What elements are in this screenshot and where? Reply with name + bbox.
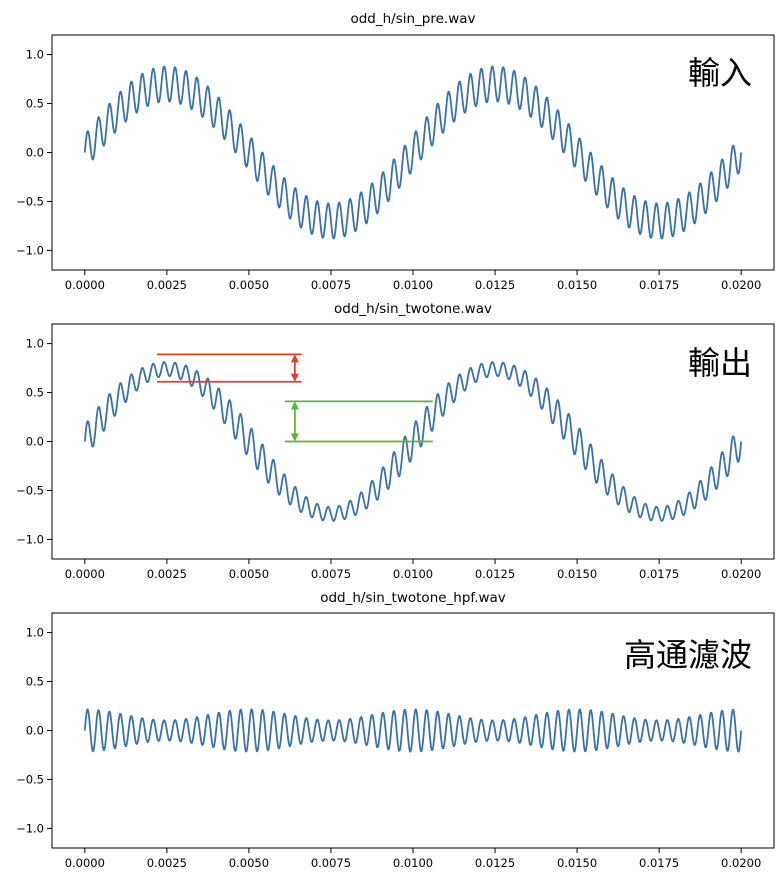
y-tick-label: −0.5 xyxy=(16,483,44,497)
y-tick-label: 0.5 xyxy=(26,97,44,111)
x-tick-label: 0.0050 xyxy=(229,856,269,870)
marker-arrow-head xyxy=(290,433,299,442)
y-tick-label: −1.0 xyxy=(16,532,44,546)
subplot-title: odd_h/sin_twotone_hpf.wav xyxy=(320,590,506,606)
x-tick-label: 0.0000 xyxy=(65,856,105,870)
axes-frame xyxy=(51,612,775,849)
x-tick-label: 0.0075 xyxy=(311,278,351,292)
x-axis: 0.0000 0.0025 0.0050 0.0075 0.0100 0.0125 0.01… xyxy=(65,848,761,870)
subplot-output: odd_h/sin_twotone.wav −1.0−0.50.00.51.0 … xyxy=(16,301,775,581)
x-axis: 0.0000 0.0025 0.0050 0.0075 0.0100 0.0125 0.01… xyxy=(65,559,761,581)
x-tick-label: 0.0150 xyxy=(557,278,597,292)
axes-frame xyxy=(51,323,775,560)
x-tick-label: 0.0075 xyxy=(311,856,351,870)
subplot-hpf: odd_h/sin_twotone_hpf.wav −1.0 −0.5 0.0 0.5… xyxy=(16,590,775,870)
subplot-input: odd_h/sin_pre.wav −1.0 −0.5 0.0 0.5 1.0 0.00… xyxy=(16,11,775,292)
x-tick-label: 0.0200 xyxy=(721,856,761,870)
x-tick-label: 0.0100 xyxy=(393,856,433,870)
y-axis: −1.0 −0.5 0.0 0.5 1.0 xyxy=(16,48,52,257)
x-tick-label: 0.0000 xyxy=(65,567,105,581)
marker-arrow-head xyxy=(290,354,299,363)
y-tick-label: 1.0 xyxy=(26,337,44,351)
x-tick-label: 0.0000 xyxy=(65,278,105,292)
x-tick-label: 0.0100 xyxy=(393,278,433,292)
annotation-label: 輸出 xyxy=(688,344,752,382)
y-axis: −1.0 −0.5 0.0 0.5 1.0 xyxy=(16,337,52,546)
y-axis: −1.0 −0.5 0.0 0.5 1.0 xyxy=(16,626,52,835)
signal-line xyxy=(83,708,743,753)
y-tick-label: −0.5 xyxy=(16,772,44,786)
x-tick-label: 0.0025 xyxy=(147,278,187,292)
annotation-label: 高通濾波 xyxy=(624,636,752,674)
subplot-title: odd_h/sin_pre.wav xyxy=(350,11,475,27)
x-tick-label: 0.0150 xyxy=(557,567,597,581)
annotation-label: 輸入 xyxy=(688,54,752,92)
x-tick-label: 0.0075 xyxy=(311,567,351,581)
x-tick-label: 0.0175 xyxy=(639,278,679,292)
subplot-title: odd_h/sin_twotone.wav xyxy=(334,301,492,317)
x-tick-label: 0.0175 xyxy=(639,567,679,581)
marker-arrow-head xyxy=(290,373,299,382)
y-tick-label: 0.0 xyxy=(26,146,44,160)
x-tick-label: 0.0050 xyxy=(229,567,269,581)
y-tick-label: 0.0 xyxy=(26,435,44,449)
x-tick-label: 0.0200 xyxy=(721,278,761,292)
marker-group xyxy=(157,353,433,443)
marker-arrow-head xyxy=(290,401,299,410)
y-tick-label: −1.0 xyxy=(16,243,44,257)
x-tick-label: 0.0125 xyxy=(475,567,515,581)
x-axis: 0.0000 0.0025 0.0050 0.0075 0.0100 0.0125 0.01… xyxy=(65,270,761,292)
y-tick-label: −1.0 xyxy=(16,821,44,835)
x-tick-label: 0.0025 xyxy=(147,567,187,581)
y-tick-label: 0.0 xyxy=(26,724,44,738)
x-tick-label: 0.0175 xyxy=(639,856,679,870)
signal-line xyxy=(83,65,743,240)
y-tick-label: 1.0 xyxy=(26,48,44,62)
x-tick-label: 0.0025 xyxy=(147,856,187,870)
x-tick-label: 0.0200 xyxy=(721,567,761,581)
x-tick-label: 0.0125 xyxy=(475,856,515,870)
x-tick-label: 0.0050 xyxy=(229,278,269,292)
x-tick-label: 0.0125 xyxy=(475,278,515,292)
x-tick-label: 0.0150 xyxy=(557,856,597,870)
y-tick-label: 0.5 xyxy=(26,675,44,689)
x-tick-label: 0.0100 xyxy=(393,567,433,581)
axes-frame xyxy=(51,34,775,271)
y-tick-label: −0.5 xyxy=(16,194,44,208)
y-tick-label: 0.5 xyxy=(26,386,44,400)
y-tick-label: 1.0 xyxy=(26,626,44,640)
